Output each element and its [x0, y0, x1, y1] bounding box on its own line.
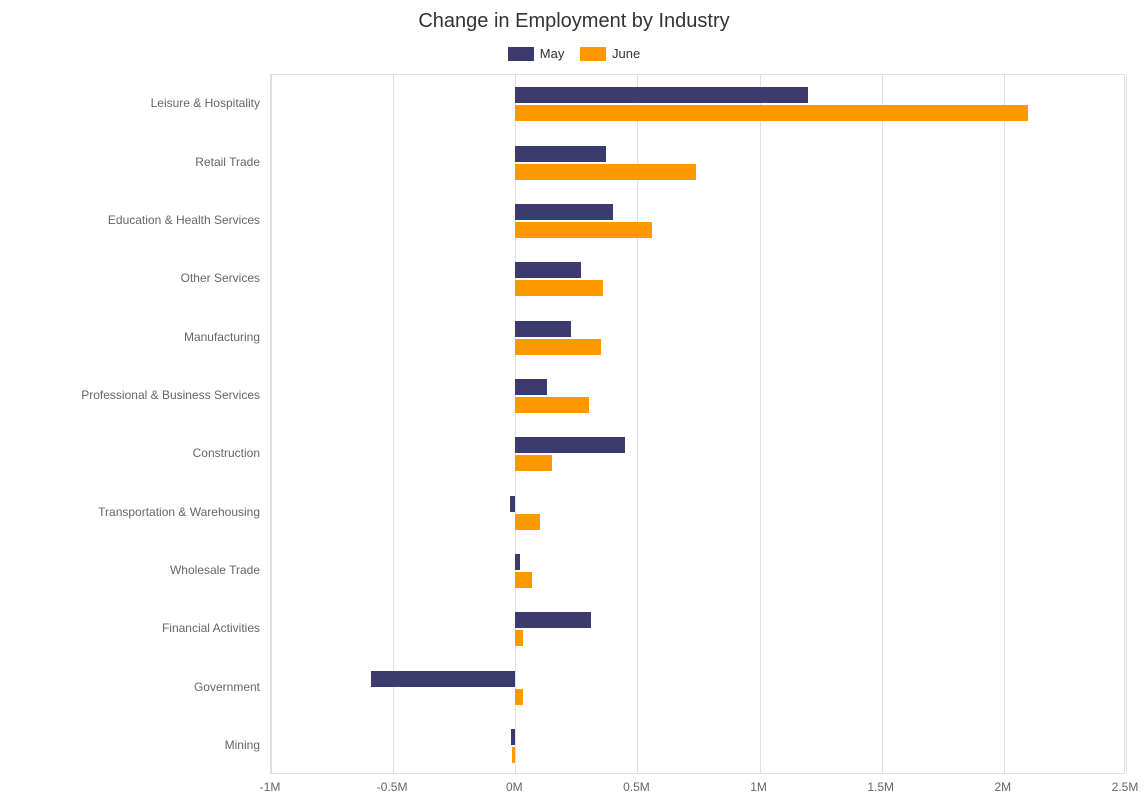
x-axis-label: 0M	[506, 780, 523, 794]
gridline	[637, 75, 638, 773]
bar-june	[515, 630, 522, 646]
y-axis-label: Mining	[225, 738, 260, 752]
bar-may	[515, 554, 520, 570]
bar-june	[515, 397, 588, 413]
gridline	[882, 75, 883, 773]
y-axis-label: Construction	[193, 446, 260, 460]
bar-june	[515, 339, 601, 355]
x-axis-label: 0.5M	[623, 780, 650, 794]
bar-june	[515, 164, 696, 180]
bar-june	[515, 689, 522, 705]
y-axis-label: Retail Trade	[195, 155, 260, 169]
y-axis-label: Other Services	[181, 271, 260, 285]
gridline	[760, 75, 761, 773]
x-axis-label: 2.5M	[1112, 780, 1139, 794]
bar-may	[515, 612, 591, 628]
bar-june	[515, 105, 1028, 121]
legend-label: May	[540, 46, 565, 61]
bar-june	[515, 222, 652, 238]
bar-may	[515, 87, 808, 103]
y-axis-label: Leisure & Hospitality	[151, 96, 260, 110]
legend-label: June	[612, 46, 640, 61]
gridline	[393, 75, 394, 773]
legend-swatch-june	[580, 47, 606, 61]
bar-june	[515, 572, 532, 588]
x-axis-label: -0.5M	[377, 780, 408, 794]
bar-may	[515, 379, 547, 395]
gridline	[515, 75, 516, 773]
bar-may	[515, 262, 581, 278]
y-axis-label: Transportation & Warehousing	[98, 505, 260, 519]
bar-may	[371, 671, 515, 687]
x-axis-label: 1.5M	[867, 780, 894, 794]
bar-may	[511, 729, 515, 745]
bar-june	[512, 747, 515, 763]
legend-item-may: May	[508, 46, 565, 61]
y-axis-label: Professional & Business Services	[81, 388, 260, 402]
x-axis-label: 2M	[995, 780, 1012, 794]
legend: May June	[0, 46, 1148, 64]
bar-may	[515, 204, 613, 220]
y-axis-label: Government	[194, 680, 260, 694]
x-axis-label: -1M	[260, 780, 281, 794]
gridline	[1004, 75, 1005, 773]
y-axis-label: Manufacturing	[184, 330, 260, 344]
bar-may	[510, 496, 515, 512]
plot-area	[270, 74, 1125, 774]
bar-may	[515, 146, 605, 162]
bar-june	[515, 514, 539, 530]
chart-container: Change in Employment by Industry May Jun…	[0, 0, 1148, 806]
y-axis-label: Financial Activities	[162, 621, 260, 635]
legend-swatch-may	[508, 47, 534, 61]
gridline	[1126, 75, 1127, 773]
chart-title: Change in Employment by Industry	[0, 10, 1148, 33]
y-axis-label: Education & Health Services	[108, 213, 260, 227]
y-axis-label: Wholesale Trade	[170, 563, 260, 577]
x-axis-label: 1M	[750, 780, 767, 794]
bar-june	[515, 280, 603, 296]
bar-june	[515, 455, 552, 471]
legend-item-june: June	[580, 46, 640, 61]
gridline	[271, 75, 272, 773]
bar-may	[515, 321, 571, 337]
bar-may	[515, 437, 625, 453]
